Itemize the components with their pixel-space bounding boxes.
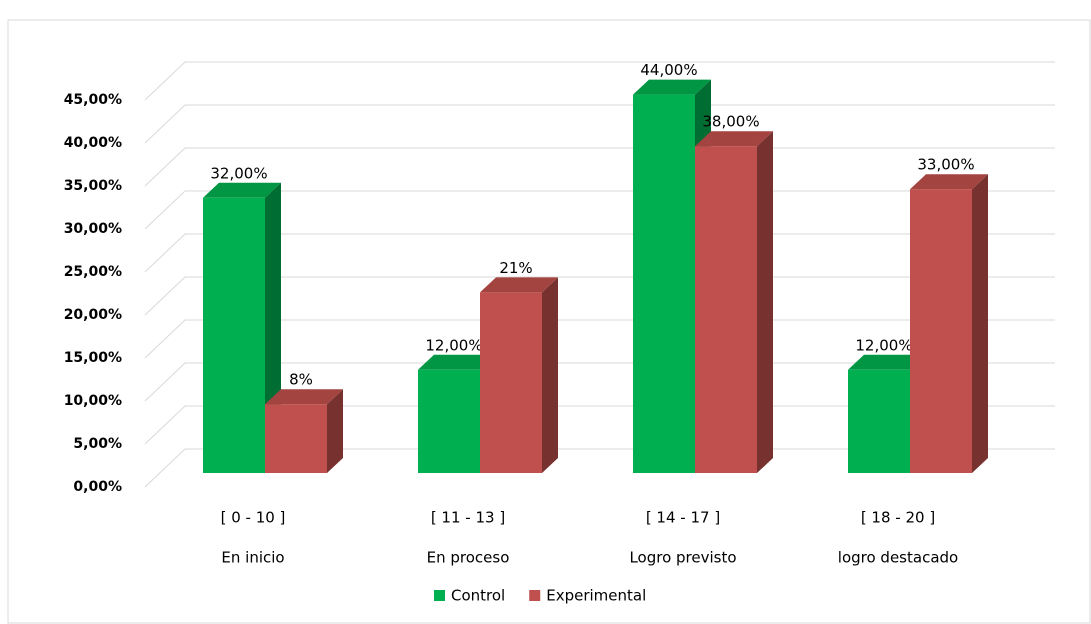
- bar-top: [848, 354, 926, 370]
- bar: [265, 404, 327, 473]
- y-tick-label: 20,00%: [64, 307, 122, 323]
- bar-side: [327, 389, 343, 473]
- bar-side: [757, 131, 773, 473]
- bar: [418, 369, 480, 473]
- x-tick-label: [ 0 - 10 ]: [221, 509, 286, 527]
- legend-label: Experimental: [546, 587, 646, 605]
- bar-top: [203, 182, 281, 198]
- bar: [848, 369, 910, 473]
- x-tick-label: logro destacado: [838, 549, 958, 567]
- bar-top: [265, 389, 343, 405]
- data-label: 38,00%: [702, 113, 759, 131]
- bar-top: [910, 174, 988, 190]
- bar: [910, 189, 972, 473]
- y-tick-label: 15,00%: [64, 350, 122, 366]
- x-tick-label: [ 11 - 13 ]: [431, 509, 505, 527]
- data-label: 33,00%: [917, 156, 974, 174]
- bar-side: [972, 174, 988, 473]
- bar: [203, 197, 265, 474]
- x-tick-label: [ 18 - 20 ]: [861, 509, 935, 527]
- y-tick-label: 30,00%: [64, 221, 122, 237]
- bar-side: [542, 277, 558, 473]
- legend-label: Control: [451, 587, 505, 605]
- x-tick-label: [ 14 - 17 ]: [646, 509, 720, 527]
- bar: [480, 292, 542, 473]
- y-tick-label: 25,00%: [64, 264, 122, 280]
- data-label: 32,00%: [210, 164, 267, 182]
- y-tick-label: 45,00%: [64, 92, 122, 108]
- y-tick-label: 0,00%: [73, 479, 122, 495]
- legend-swatch: [434, 590, 445, 601]
- data-label: 21%: [499, 259, 532, 277]
- bar: [695, 146, 757, 473]
- y-tick-label: 35,00%: [64, 178, 122, 194]
- legend-swatch: [529, 590, 541, 601]
- bar-top: [418, 354, 496, 370]
- grid-line: [144, 104, 1055, 144]
- data-label: 8%: [289, 371, 313, 389]
- data-label: 12,00%: [425, 336, 482, 354]
- data-label: 44,00%: [640, 61, 697, 79]
- bar-top: [695, 131, 773, 147]
- bar: [633, 94, 695, 473]
- data-label: 12,00%: [855, 336, 912, 354]
- x-tick-label: En inicio: [221, 549, 284, 567]
- bar-top: [480, 277, 558, 293]
- x-tick-label: Logro previsto: [629, 549, 736, 567]
- y-tick-label: 10,00%: [64, 393, 122, 409]
- x-tick-label: En proceso: [427, 549, 510, 567]
- bar-top: [633, 79, 711, 95]
- grid-line: [144, 61, 1055, 101]
- y-tick-label: 40,00%: [64, 135, 122, 151]
- y-tick-label: 5,00%: [73, 436, 122, 452]
